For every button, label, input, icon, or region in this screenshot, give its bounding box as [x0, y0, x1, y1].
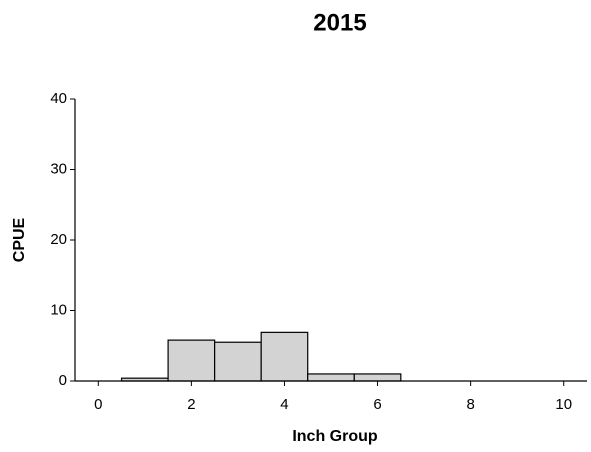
x-tick-label: 0: [94, 396, 102, 413]
y-axis-label: CPUE: [11, 217, 28, 262]
bar: [307, 373, 355, 382]
x-tick-label: 2: [187, 396, 195, 413]
bar: [214, 341, 262, 382]
bar: [167, 339, 216, 382]
y-tick-label: 0: [59, 372, 67, 389]
chart-title: 2015: [313, 9, 366, 36]
x-tick-label: 8: [466, 396, 474, 413]
bar: [353, 373, 402, 382]
x-tick-label: 4: [280, 396, 288, 413]
x-tick-label: 6: [373, 396, 381, 413]
x-tick-label: 10: [555, 396, 572, 413]
y-tick-label: 40: [50, 90, 67, 107]
y-tick-label: 10: [50, 301, 67, 318]
x-axis-label: Inch Group: [292, 428, 378, 445]
bar: [260, 331, 309, 382]
y-tick-label: 20: [50, 231, 67, 248]
y-tick-label: 30: [50, 160, 67, 177]
